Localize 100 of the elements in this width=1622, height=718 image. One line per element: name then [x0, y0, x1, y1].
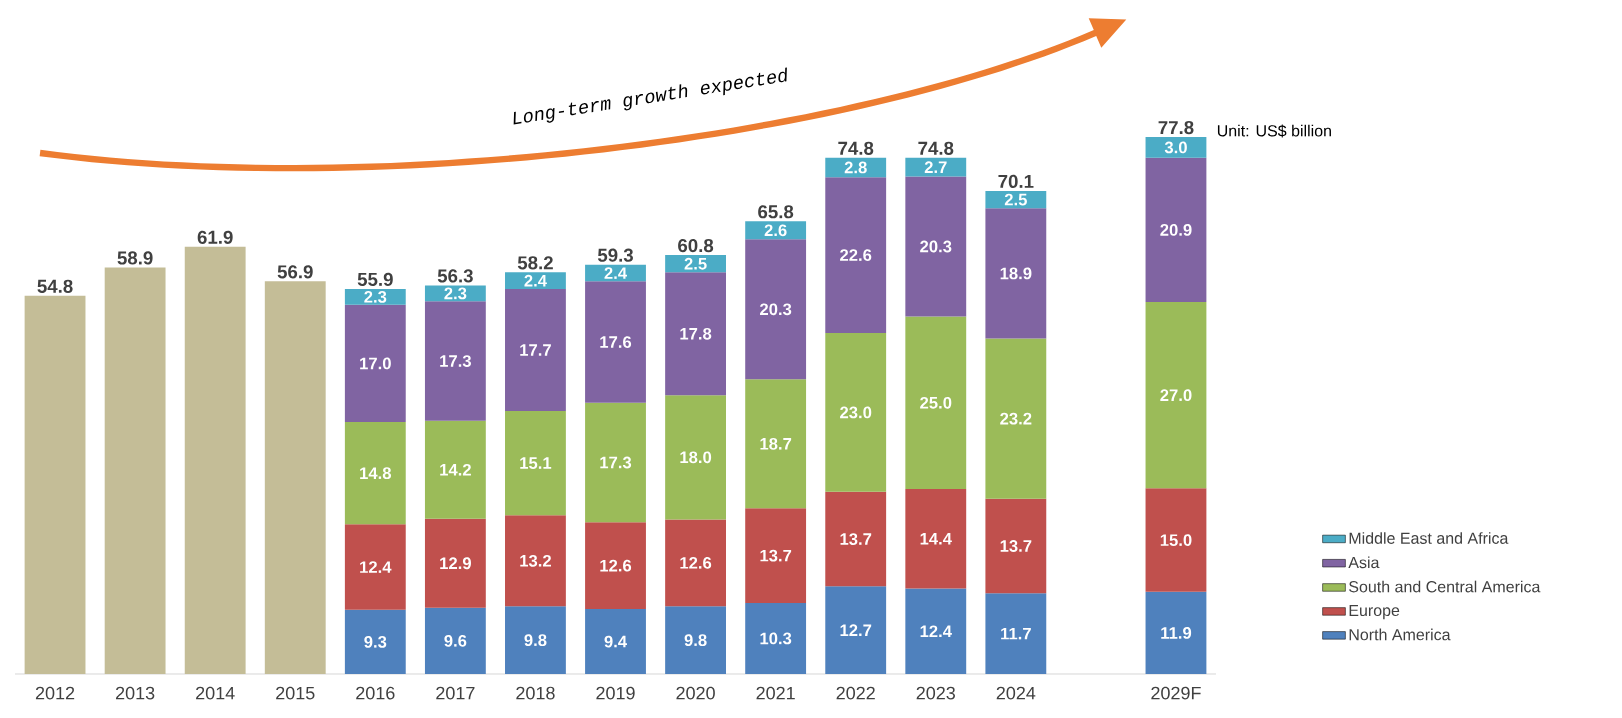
total-label: 70.1: [998, 174, 1034, 189]
bar: [985, 208, 1047, 339]
data-label: 20.9: [1160, 224, 1192, 236]
x-tick-label: 2020: [676, 686, 715, 700]
bar: [505, 288, 566, 412]
data-label: 10.3: [760, 632, 792, 645]
data-label: 23.0: [840, 406, 872, 419]
data-label: 17.3: [600, 456, 632, 469]
data-label: 18.7: [760, 437, 792, 450]
bar: [264, 281, 326, 674]
bar: [825, 333, 887, 492]
x-tick-label: 2018: [516, 686, 555, 700]
data-label: 18.9: [1000, 267, 1032, 280]
data-label: 13.7: [1000, 540, 1032, 552]
bar: [745, 379, 807, 509]
bar: [104, 267, 166, 674]
text: Long-term growth expected: [513, 67, 787, 125]
data-label: 12.9: [440, 557, 471, 570]
data-label: 12.6: [600, 559, 632, 572]
x-tick-label: 2015: [276, 686, 315, 700]
x-tick-label: 2013: [115, 686, 155, 700]
bar: [424, 420, 486, 519]
x-tick-label: 2021: [756, 686, 795, 700]
bar: [344, 422, 406, 525]
data-label: 13.7: [840, 533, 872, 545]
data-label: 2.7: [924, 161, 947, 173]
total-label: 56.3: [437, 269, 473, 283]
bar: [585, 609, 646, 674]
bar: [665, 395, 726, 520]
data-label: 2.4: [604, 267, 627, 279]
bar: [344, 609, 406, 674]
bar: [424, 285, 486, 302]
x-tick-label: 2016: [356, 686, 395, 700]
x-tick-label: 2012: [35, 686, 75, 700]
legend-label: Europe: [1349, 604, 1400, 620]
total-label: 54.8: [37, 279, 73, 293]
data-label: 2.3: [364, 290, 387, 303]
data-label: 22.6: [840, 249, 872, 262]
data-label: 9.8: [524, 634, 547, 647]
data-label: 15.0: [1160, 534, 1192, 547]
data-label: 23.2: [1000, 412, 1032, 425]
total-label: 59.3: [597, 248, 633, 262]
x-tick-label: 2019: [596, 686, 635, 700]
bar: [1145, 302, 1207, 489]
data-label: 12.4: [360, 561, 392, 573]
data-label: 13.7: [760, 549, 792, 562]
total-label: 65.8: [758, 205, 794, 219]
data-label: 2.4: [524, 274, 547, 287]
data-label: 14.4: [920, 533, 952, 545]
data-label: 18.0: [680, 451, 712, 464]
x-tick-label: 2029F: [1151, 686, 1201, 700]
data-label: 17.6: [600, 336, 632, 348]
total-label: 74.8: [918, 141, 954, 155]
bar: [985, 338, 1047, 499]
total-label: 56.9: [277, 265, 313, 279]
bar: [585, 522, 646, 610]
bar: [24, 295, 86, 674]
data-label: 13.2: [520, 554, 551, 567]
bar: [825, 586, 887, 674]
bar: [905, 588, 967, 674]
bar: [1145, 157, 1207, 303]
bar: [1145, 591, 1207, 674]
bar: [424, 301, 486, 421]
bar: [745, 508, 807, 603]
data-label: 2.6: [764, 224, 787, 237]
data-label: 9.4: [604, 635, 627, 648]
bar: [905, 316, 967, 490]
x-tick-label: 2023: [916, 686, 955, 700]
bar: [344, 524, 406, 610]
total-label: 60.8: [678, 238, 714, 253]
bar: [184, 246, 246, 674]
data-label: 27.0: [1160, 389, 1192, 402]
bar: [825, 177, 887, 334]
data-label: 12.7: [840, 624, 872, 636]
total-label: 58.2: [517, 256, 553, 270]
total-label: 58.9: [117, 251, 153, 265]
bar: [424, 607, 486, 674]
bar: [505, 272, 566, 289]
legend-label: South and Central America: [1349, 580, 1541, 593]
data-label: 12.4: [920, 625, 952, 638]
legend-label: Asia: [1348, 556, 1380, 569]
bar: [665, 272, 726, 396]
total-label: 55.9: [357, 272, 393, 286]
data-label: 9.6: [444, 634, 467, 647]
bar: [585, 402, 646, 523]
legend-label: North America: [1349, 628, 1451, 641]
bar: [665, 519, 726, 607]
bar: [985, 498, 1047, 594]
bar: [424, 518, 486, 608]
data-label: 9.3: [364, 636, 387, 648]
data-label: 11.9: [1161, 627, 1192, 639]
data-label: 14.8: [360, 467, 392, 480]
bar: [905, 489, 967, 589]
total-label: 74.8: [838, 141, 874, 155]
data-label: 2.8: [844, 161, 867, 174]
data-label: 2.3: [444, 287, 467, 300]
bar: [1145, 488, 1207, 592]
text: Unit: US$ billion: [1217, 124, 1331, 138]
x-tick-label: 2017: [436, 686, 475, 700]
bar: [745, 602, 807, 674]
